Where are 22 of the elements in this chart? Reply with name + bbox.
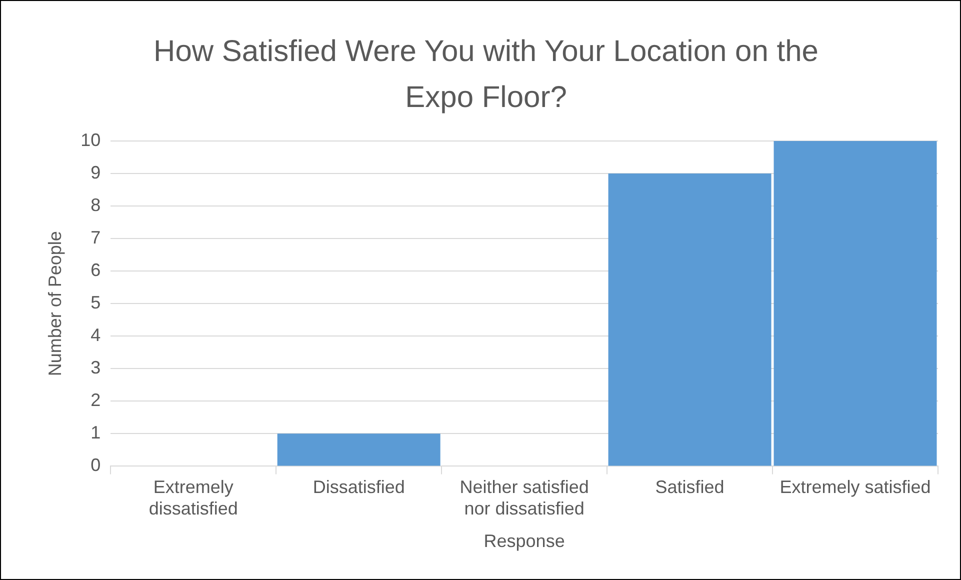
x-tick-label: Dissatisfied — [312, 476, 405, 497]
y-tick-label: 5 — [90, 292, 101, 313]
y-tick-label: 0 — [90, 455, 101, 476]
bar — [277, 434, 440, 466]
y-tick-label: 10 — [80, 130, 101, 150]
y-tick-label: 6 — [90, 260, 101, 280]
x-tick-label: Satisfied — [655, 476, 724, 497]
y-tick-label: 4 — [90, 325, 101, 346]
y-tick-label: 9 — [90, 162, 101, 182]
bar — [608, 174, 772, 466]
y-tick-label: 1 — [90, 422, 101, 443]
y-tick-label: 8 — [90, 195, 101, 216]
x-axis-title: Response — [484, 531, 565, 552]
bar — [774, 141, 937, 466]
x-tick-label: Extremely satisfied — [780, 476, 931, 497]
y-tick-label: 2 — [90, 390, 101, 410]
x-tick-label: Extremely dissatisfied — [148, 476, 238, 519]
x-tick-label: Neither satisfied nor dissatisfied — [460, 476, 589, 519]
y-tick-label: 3 — [90, 358, 101, 378]
chart-title: How Satisfied Were You with Your Location on the Expo Floor? — [152, 34, 820, 116]
y-axis-title: Number of People — [44, 231, 65, 376]
y-tick-label: 7 — [90, 228, 101, 248]
